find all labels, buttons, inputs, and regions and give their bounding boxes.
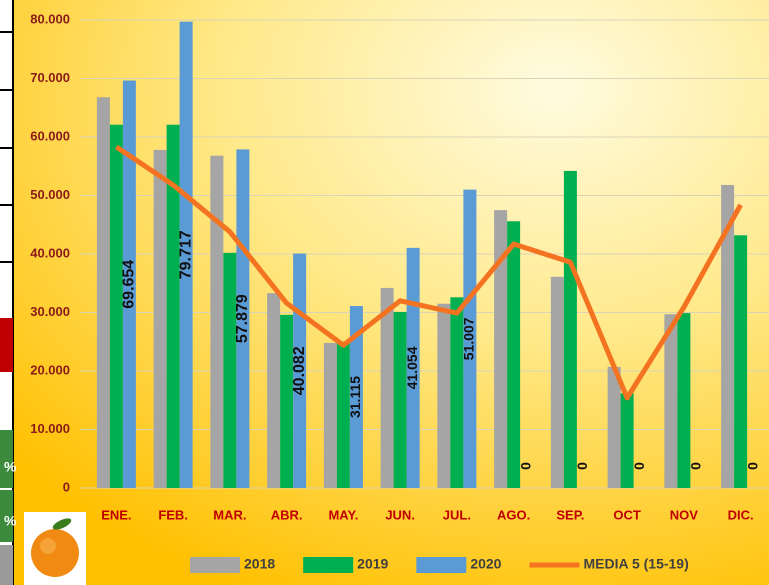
x-tick-label: OCT xyxy=(613,507,641,522)
value-label: 31.115 xyxy=(347,376,363,418)
legend-swatch xyxy=(190,557,240,573)
bar xyxy=(664,314,678,488)
panel-green-cell xyxy=(0,430,13,488)
bar xyxy=(721,184,735,488)
bar xyxy=(179,21,193,489)
bar xyxy=(210,155,224,488)
bar xyxy=(677,313,691,488)
x-tick-label: MAY. xyxy=(328,507,358,522)
bar xyxy=(563,170,577,488)
y-tick-label: 50.000 xyxy=(30,187,70,202)
bar xyxy=(437,303,451,488)
bar xyxy=(223,252,237,488)
x-tick-label: NOV xyxy=(670,507,699,522)
legend-label: MEDIA 5 (15-19) xyxy=(583,556,688,572)
bar xyxy=(507,221,521,489)
x-tick-label: JUL. xyxy=(443,507,471,522)
x-tick-label: JUN. xyxy=(385,507,415,522)
bar xyxy=(280,314,294,488)
bar xyxy=(349,305,363,488)
value-label: 0 xyxy=(574,462,590,470)
y-tick-label: 60.000 xyxy=(30,128,70,143)
x-tick-label: MAR. xyxy=(213,507,246,522)
y-tick-label: 70.000 xyxy=(30,70,70,85)
bar xyxy=(550,276,564,488)
value-label: 0 xyxy=(631,462,647,470)
value-label: 0 xyxy=(744,462,760,470)
bar xyxy=(494,210,508,488)
x-tick-label: SEP. xyxy=(556,507,584,522)
legend-swatch xyxy=(416,557,467,573)
bar xyxy=(153,149,167,488)
bar xyxy=(607,366,621,488)
legend-label: 2018 xyxy=(244,556,275,572)
y-tick-label: 10.000 xyxy=(30,421,70,436)
bar xyxy=(620,393,634,488)
orange-leaf xyxy=(52,518,72,530)
legend-label: 2019 xyxy=(357,556,388,572)
orange-fruit xyxy=(31,529,79,577)
bar xyxy=(336,341,350,488)
y-tick-label: 30.000 xyxy=(30,304,70,319)
orange-image xyxy=(24,512,86,585)
bar xyxy=(267,293,281,488)
value-label: 51.007 xyxy=(461,317,477,360)
bar xyxy=(236,149,250,489)
panel-green-cell xyxy=(0,490,13,542)
bar xyxy=(406,247,420,488)
bar xyxy=(450,297,464,488)
bar xyxy=(463,189,477,488)
y-tick-label: 20.000 xyxy=(30,362,70,377)
x-tick-label: AGO. xyxy=(497,507,530,522)
panel-label: % xyxy=(4,513,17,529)
bar xyxy=(166,124,180,488)
y-tick-label: 0 xyxy=(63,479,70,494)
value-label: 57.879 xyxy=(234,294,251,343)
legend-swatch xyxy=(303,557,354,573)
bar xyxy=(122,80,136,488)
line xyxy=(114,144,743,401)
value-label: 0 xyxy=(688,462,704,470)
panel-gray-cell xyxy=(0,545,13,585)
bar xyxy=(393,311,407,488)
panel-label: % xyxy=(4,459,17,475)
bar xyxy=(380,287,394,488)
left-panel: % % xyxy=(0,0,17,585)
value-label: 0 xyxy=(517,462,533,470)
y-tick-label: 40.000 xyxy=(30,245,70,260)
y-tick-label: 80.000 xyxy=(30,11,70,26)
bar xyxy=(96,97,110,488)
x-tick-label: ENE. xyxy=(101,507,131,522)
orange-highlight xyxy=(40,538,56,554)
legend-label: 2020 xyxy=(470,556,501,572)
x-tick-label: DIC. xyxy=(728,507,754,522)
value-label: 41.054 xyxy=(404,346,420,389)
value-label: 79.717 xyxy=(177,230,194,279)
x-tick-label: FEB. xyxy=(158,507,188,522)
value-label: 40.082 xyxy=(291,346,308,395)
panel-red-cell xyxy=(0,318,13,372)
x-tick-label: ABR. xyxy=(271,507,303,522)
bar xyxy=(323,342,337,488)
bar xyxy=(734,235,748,488)
bar xyxy=(109,124,123,488)
value-label: 69.654 xyxy=(121,260,138,309)
